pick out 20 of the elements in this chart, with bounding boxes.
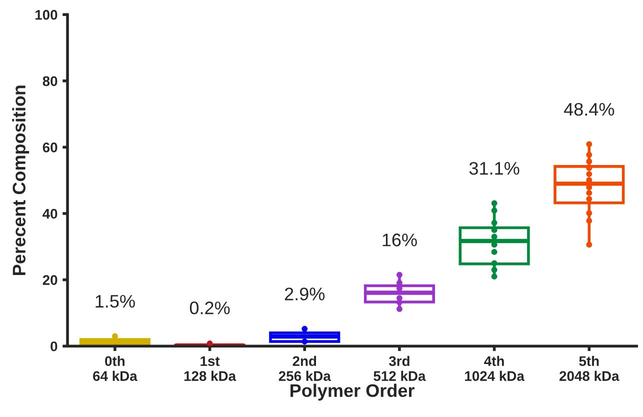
x-tick-label: 2nd 256 kDa: [278, 356, 331, 381]
y-tick-label: 60: [42, 142, 58, 152]
x-tick-label: 1st 128 kDa: [184, 356, 236, 381]
y-tick-label: 40: [42, 208, 58, 219]
annotation: 1.5%: [96, 294, 135, 308]
x-tick-label: 5th 2048 kDa: [560, 356, 620, 381]
annotation: 0.2%: [190, 302, 230, 314]
x-tick-label: 0th 64 kDa: [93, 356, 138, 381]
y-tick-label: 100: [35, 10, 58, 20]
y-tick-label: 20: [42, 275, 58, 285]
annotation: 48.4%: [564, 102, 614, 116]
annotation: 2.9%: [284, 288, 325, 300]
x-axis-title: Polymer Order: [290, 384, 414, 401]
y-tick-label: 80: [42, 76, 58, 86]
y-tick-label: 0: [50, 341, 58, 352]
annotation: 31.1%: [469, 162, 520, 175]
y-axis-title: Perecent Composition: [12, 86, 30, 275]
x-tick-label: 3rd 512 kDa: [374, 356, 426, 381]
x-tick-label: 4th 1024 kDa: [465, 356, 525, 381]
annotation: 16%: [382, 234, 417, 246]
